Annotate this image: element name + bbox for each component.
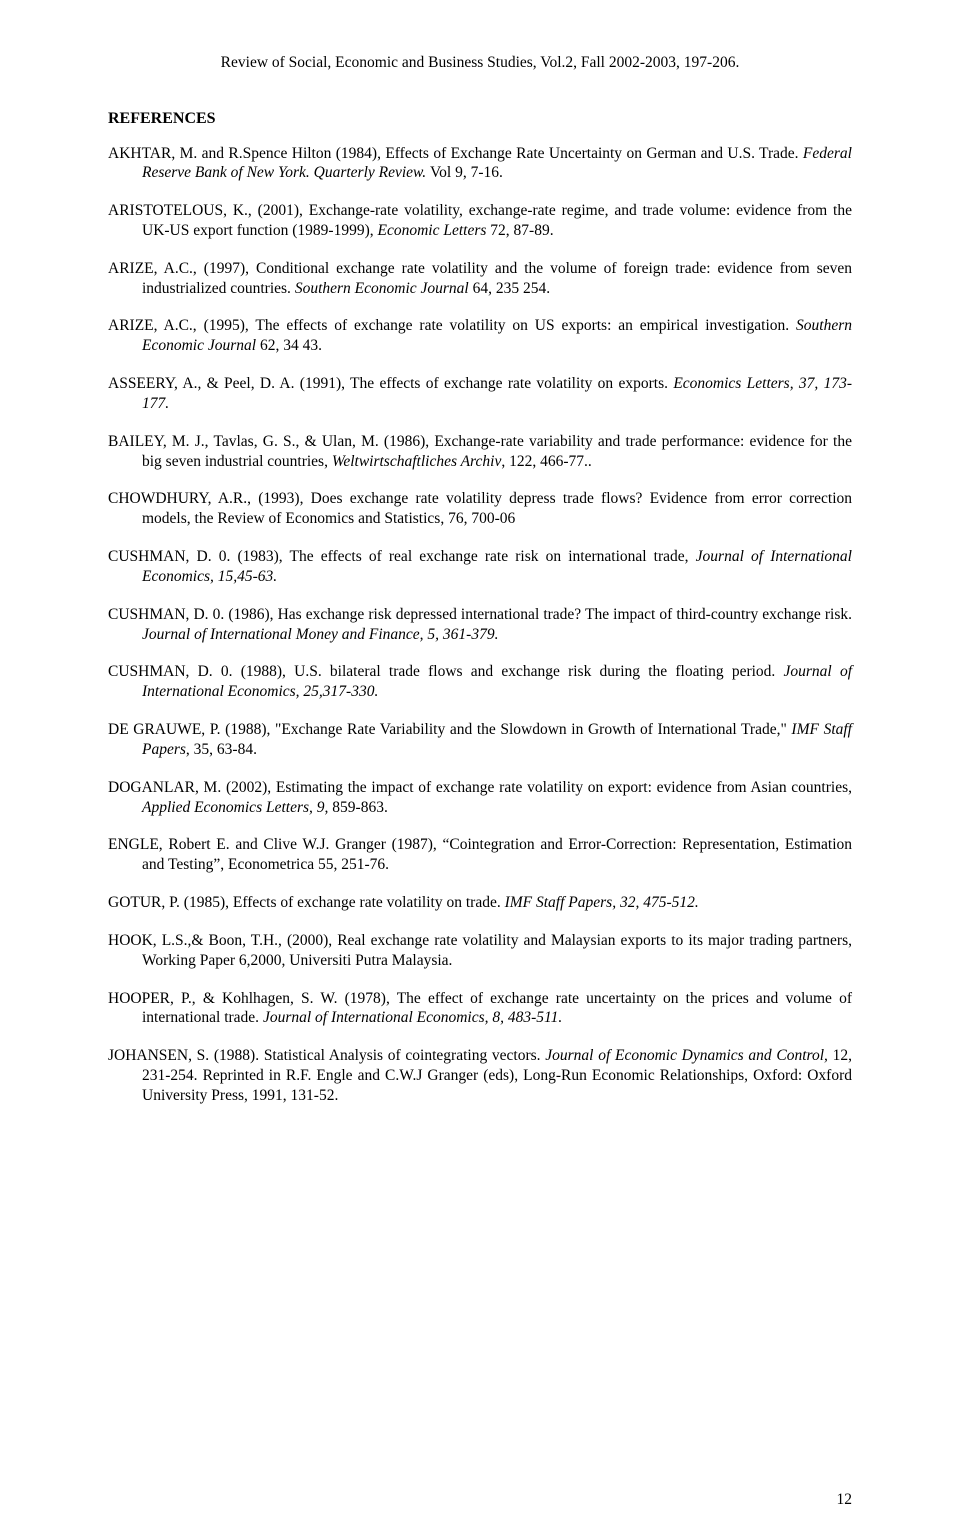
reference-text: JOHANSEN, S. (1988). Statistical Analysi… bbox=[108, 1047, 545, 1064]
reference-entry: GOTUR, P. (1985), Effects of exchange ra… bbox=[108, 893, 852, 913]
reference-text: 859-863. bbox=[328, 799, 387, 816]
reference-entry: ASSEERY, A., & Peel, D. A. (1991), The e… bbox=[108, 374, 852, 414]
reference-entry: ARIZE, A.C., (1995), The effects of exch… bbox=[108, 316, 852, 356]
reference-entry: HOOK, L.S.,& Boon, T.H., (2000), Real ex… bbox=[108, 931, 852, 971]
reference-text: AKHTAR, M. and R.Spence Hilton (1984), E… bbox=[108, 145, 803, 162]
reference-italic-text: Economic Letters bbox=[377, 222, 486, 239]
reference-text: ASSEERY, A., & Peel, D. A. (1991), The e… bbox=[108, 375, 673, 392]
reference-text: 64, 235 254. bbox=[469, 280, 550, 297]
reference-entry: CUSHMAN, D. 0. (1988), U.S. bilateral tr… bbox=[108, 662, 852, 702]
reference-italic-text: Journal of International Money and Finan… bbox=[142, 626, 498, 643]
reference-text: ARIZE, A.C., (1995), The effects of exch… bbox=[108, 317, 796, 334]
reference-text: HOOK, L.S.,& Boon, T.H., (2000), Real ex… bbox=[108, 932, 852, 969]
reference-text: 62, 34 43. bbox=[256, 337, 322, 354]
reference-entry: AKHTAR, M. and R.Spence Hilton (1984), E… bbox=[108, 144, 852, 184]
reference-text: CUSHMAN, D. 0. (1986), Has exchange risk… bbox=[108, 606, 852, 623]
reference-entry: CUSHMAN, D. 0. (1983), The effects of re… bbox=[108, 547, 852, 587]
reference-text: GOTUR, P. (1985), Effects of exchange ra… bbox=[108, 894, 505, 911]
page: Review of Social, Economic and Business … bbox=[0, 0, 960, 1539]
references-heading: REFERENCES bbox=[108, 110, 852, 128]
reference-entry: ARISTOTELOUS, K., (2001), Exchange-rate … bbox=[108, 201, 852, 241]
reference-italic-text: Journal of International Economics, 8, 4… bbox=[263, 1009, 562, 1026]
reference-italic-text: IMF Staff Papers, 32, 475-512. bbox=[505, 894, 699, 911]
reference-text: DOGANLAR, M. (2002), Estimating the impa… bbox=[108, 779, 852, 796]
reference-italic-text: Weltwirtschaftliches Archiv bbox=[332, 453, 501, 470]
reference-italic-text: Journal of Economic Dynamics and Control… bbox=[545, 1047, 828, 1064]
reference-entry: HOOPER, P., & Kohlhagen, S. W. (1978), T… bbox=[108, 989, 852, 1029]
reference-text: , 35, 63-84. bbox=[186, 741, 257, 758]
reference-italic-text: Applied Economics Letters, 9, bbox=[142, 799, 328, 816]
reference-text: Vol 9, 7-16. bbox=[430, 164, 503, 181]
reference-entry: BAILEY, M. J., Tavlas, G. S., & Ulan, M.… bbox=[108, 432, 852, 472]
reference-entry: DE GRAUWE, P. (1988), "Exchange Rate Var… bbox=[108, 720, 852, 760]
reference-italic-text: Southern Economic Journal bbox=[295, 280, 469, 297]
reference-entry: CUSHMAN, D. 0. (1986), Has exchange risk… bbox=[108, 605, 852, 645]
page-number: 12 bbox=[837, 1491, 853, 1509]
reference-entry: DOGANLAR, M. (2002), Estimating the impa… bbox=[108, 778, 852, 818]
reference-entry: ENGLE, Robert E. and Clive W.J. Granger … bbox=[108, 835, 852, 875]
reference-text: , 122, 466-77.. bbox=[501, 453, 591, 470]
reference-entry: ARIZE, A.C., (1997), Conditional exchang… bbox=[108, 259, 852, 299]
reference-text: CUSHMAN, D. 0. (1988), U.S. bilateral tr… bbox=[108, 663, 784, 680]
reference-text: CUSHMAN, D. 0. (1983), The effects of re… bbox=[108, 548, 696, 565]
reference-text: CHOWDHURY, A.R., (1993), Does exchange r… bbox=[108, 490, 852, 527]
reference-text: ENGLE, Robert E. and Clive W.J. Granger … bbox=[108, 836, 852, 873]
reference-entry: CHOWDHURY, A.R., (1993), Does exchange r… bbox=[108, 489, 852, 529]
reference-entry: JOHANSEN, S. (1988). Statistical Analysi… bbox=[108, 1046, 852, 1105]
references-list: AKHTAR, M. and R.Spence Hilton (1984), E… bbox=[108, 144, 852, 1106]
running-head: Review of Social, Economic and Business … bbox=[108, 54, 852, 72]
reference-text: DE GRAUWE, P. (1988), "Exchange Rate Var… bbox=[108, 721, 791, 738]
reference-text: 72, 87-89. bbox=[486, 222, 553, 239]
